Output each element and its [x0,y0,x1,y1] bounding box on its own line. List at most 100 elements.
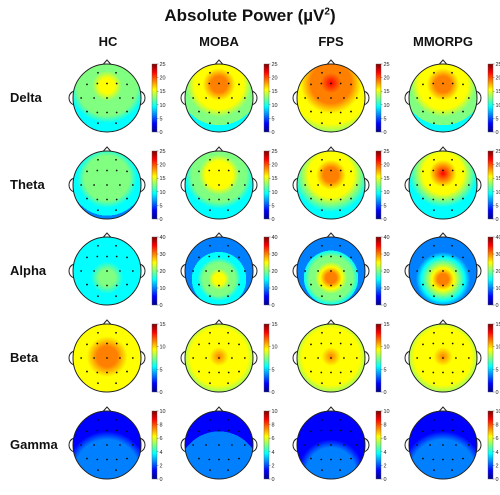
electrode [86,370,88,373]
electrode [462,370,464,373]
electrode [227,244,229,247]
electrode [442,444,444,446]
colorbar-tick-label: 0 [496,303,499,309]
electrode [462,343,464,346]
ear-left [180,350,187,366]
colorbar [263,323,270,393]
electrode [93,357,95,359]
electrode [86,430,88,433]
electrode [205,444,207,446]
electrode [451,382,453,385]
colorbar-tick-label: 5 [496,367,499,373]
ear-right [475,263,482,279]
electrode [126,83,128,86]
electrode [310,110,312,113]
colorbar-tick-label: 0 [384,477,387,483]
electrode [343,270,345,272]
electrode [442,270,444,272]
colorbar-tick-label: 0 [272,390,275,396]
electrode [462,256,464,259]
electrode [451,111,454,114]
electrode [432,111,435,114]
nose [102,146,112,152]
colorbar-tick-label: 15 [160,176,166,182]
electrode [218,444,220,446]
electrode [93,444,95,446]
nose [326,232,336,238]
colorbar-tick-label: 10 [160,409,166,415]
colorbar-tick-label: 25 [272,149,278,155]
colorbar-tick-label: 8 [384,423,387,429]
nose [102,59,112,65]
electrode [416,444,419,446]
electrode [218,198,220,201]
electrode [455,184,457,186]
colorbar-tick-label: 4 [160,450,163,456]
ear-right [475,177,482,193]
electrode [97,469,99,472]
colorbar-tick-label: 25 [160,149,166,155]
electrode [432,342,435,345]
colorbar-tick-label: 5 [160,367,163,373]
electrode [343,97,345,99]
ear-left [292,177,299,193]
electrode [320,342,323,345]
electrode [310,430,312,433]
electrode [432,169,435,172]
electrode [131,444,134,446]
ear-left [68,263,75,279]
electrode [97,122,99,125]
electrode [320,198,323,201]
electrode [339,342,342,345]
electrode [330,284,332,287]
electrode [442,198,444,201]
electrode [330,371,332,374]
colorbar-tick-label: 5 [160,116,163,122]
electrode [192,97,195,99]
electrode [321,418,323,421]
colorbar-tick-label: 0 [272,303,275,309]
electrode [350,457,352,460]
electrode [227,122,229,125]
topomap-beta-hc: 0 5 10 15 [68,319,166,396]
electrode [432,284,435,287]
colorbar-tick-label: 40 [272,235,278,241]
colorbar-tick-label: 40 [496,235,500,241]
electrode [209,418,211,421]
colorbar-tick-label: 15 [272,322,278,328]
ear-right [475,437,482,453]
colorbar-tick-label: 8 [272,423,275,429]
colorbar-tick-label: 0 [496,390,499,396]
ear-right [475,90,482,106]
electrode [320,284,323,287]
electrode [467,444,470,446]
title-text: Absolute Power (µV [164,6,325,25]
electrode [451,198,454,201]
colorbar-tick-label: 20 [496,269,500,275]
colorbar-tick-label: 15 [496,176,500,182]
electrode [96,169,99,172]
electrode [422,83,424,86]
colorbar-tick-label: 25 [384,62,390,68]
electrode [126,110,128,113]
electrode [106,458,108,461]
electrode [115,469,117,472]
ear-right [363,263,370,279]
topomap-theta-mmorpg: 0 5 10 15 20 25 [404,146,500,223]
topomap-theta-moba: 0 5 10 15 20 25 [180,146,278,223]
electrode [115,198,118,201]
electrode [131,97,134,99]
topomap-alpha-hc: 0 10 20 30 40 [68,232,166,309]
electrode [198,83,200,86]
colorbar-tick-label: 15 [272,89,278,95]
electrode [86,343,88,346]
electrode [106,97,108,99]
colorbar-tick-label: 6 [384,436,387,442]
electrode [330,429,332,432]
electrode [433,469,435,472]
title-close: ) [329,6,336,25]
electrode [451,158,453,161]
figure-title: Absolute Power (µV2) [0,6,500,26]
colorbar-tick-label: 6 [160,436,163,442]
